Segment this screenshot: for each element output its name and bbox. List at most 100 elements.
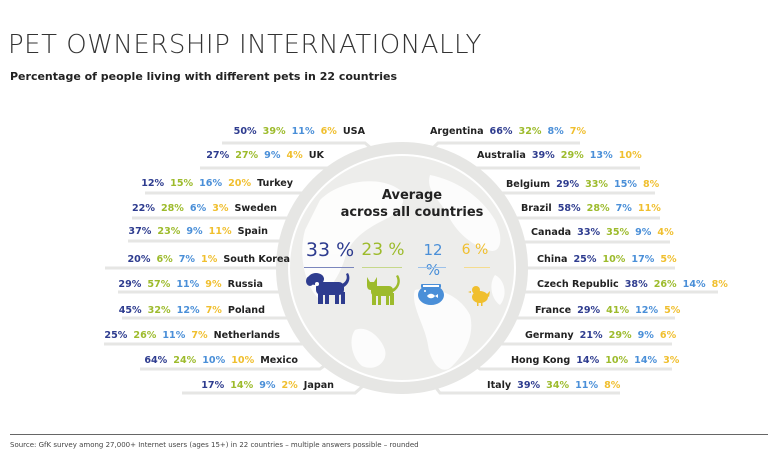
- country-name: Hong Kong: [511, 355, 571, 366]
- country-row-france: France 29% 41% 12% 5%: [535, 304, 686, 318]
- fish-value: 14%: [634, 355, 658, 366]
- country-row-czech-republic: Czech Republic 38% 26% 14% 8%: [537, 278, 734, 292]
- cat-value: 39%: [262, 126, 286, 137]
- fishbowl-icon: [418, 284, 444, 305]
- fish-value: 12%: [635, 305, 659, 316]
- bird-underline: [464, 267, 490, 268]
- country-row-germany: Germany 21% 29% 9% 6%: [525, 329, 682, 343]
- dog-value: 45%: [118, 305, 142, 316]
- dog-value: 25%: [573, 254, 597, 265]
- fish-value: 11%: [291, 126, 315, 137]
- dog-underline: [304, 267, 354, 268]
- cat-value: 28%: [160, 203, 184, 214]
- bird-value: 3%: [663, 355, 680, 366]
- country-name: China: [537, 254, 568, 265]
- fish-value: 7%: [178, 254, 196, 265]
- country-name: France: [535, 305, 572, 316]
- cat-underline: [362, 267, 402, 268]
- country-row-mexico: 64% 24% 10% 10% Mexico: [144, 354, 298, 368]
- fish-value: 14%: [682, 279, 706, 290]
- bird-value: 2%: [281, 380, 298, 391]
- cat-value: 32%: [518, 126, 542, 137]
- bird-value: 20%: [228, 178, 252, 189]
- country-name: Netherlands: [213, 330, 280, 341]
- country-row-australia: Australia 39% 29% 13% 10%: [477, 149, 648, 163]
- country-row-canada: Canada 33% 35% 9% 4%: [531, 226, 680, 240]
- bird-value: 7%: [569, 126, 587, 137]
- bird-value: 4%: [657, 227, 674, 238]
- dog-value: 20%: [127, 254, 151, 265]
- fish-value: 11%: [575, 380, 599, 391]
- fish-value: 8%: [547, 126, 564, 137]
- bird-value: 4%: [286, 150, 303, 161]
- dog-value: 37%: [128, 226, 152, 237]
- bird-value: 1%: [201, 254, 218, 265]
- cat-value: 24%: [173, 355, 197, 366]
- country-row-argentina: Argentina 66% 32% 8% 7%: [430, 125, 592, 139]
- bird-value: 3%: [212, 203, 229, 214]
- cat-value: 29%: [608, 330, 632, 341]
- cat-value: 26%: [133, 330, 157, 341]
- cat-value: 33%: [585, 179, 609, 190]
- fish-value: 13%: [589, 150, 613, 161]
- cat-value: 15%: [170, 178, 194, 189]
- bird-value: 6%: [320, 126, 337, 137]
- bird-value: 10%: [618, 150, 642, 161]
- country-name: Argentina: [430, 126, 484, 137]
- average-title-line1: Average: [381, 188, 443, 203]
- country-name: USA: [342, 126, 365, 137]
- country-row-china: China 25% 10% 17% 5%: [537, 253, 683, 267]
- bird-value: 5%: [664, 305, 681, 316]
- country-name: Czech Republic: [537, 279, 619, 290]
- average-cat-value: 23 %: [361, 240, 405, 260]
- bird-value: 8%: [711, 279, 728, 290]
- fish-value: 11%: [162, 330, 186, 341]
- fish-value: 15%: [614, 179, 637, 190]
- country-name: Sweden: [234, 203, 277, 214]
- cat-value: 14%: [230, 380, 254, 391]
- country-row-turkey: 12% 15% 16% 20% Turkey: [141, 177, 293, 191]
- cat-value: 32%: [147, 305, 171, 316]
- page-subtitle: Percentage of people living with differe…: [10, 70, 398, 83]
- country-name: UK: [308, 150, 324, 161]
- fish-value: 16%: [199, 178, 223, 189]
- bird-value: 11%: [637, 203, 661, 214]
- country-name: Germany: [525, 330, 574, 341]
- dog-value: 25%: [104, 330, 128, 341]
- fish-value: 6%: [189, 203, 207, 214]
- cat-value: 57%: [147, 279, 171, 290]
- average-bird-value: 6 %: [461, 242, 489, 258]
- dog-value: 39%: [517, 380, 541, 391]
- country-row-usa: 50% 39% 11% 6% USA: [234, 125, 365, 139]
- country-row-sweden: 22% 28% 6% 3% Sweden: [132, 202, 277, 216]
- cat-icon: [367, 275, 400, 305]
- dog-value: 17%: [201, 380, 225, 391]
- cat-value: 26%: [653, 279, 677, 290]
- fish-value: 12%: [176, 305, 200, 316]
- fish-underline: [418, 267, 446, 268]
- bird-value: 8%: [643, 179, 660, 190]
- country-name: Canada: [531, 227, 572, 238]
- bird-value: 8%: [604, 380, 621, 391]
- country-name: Mexico: [260, 355, 298, 366]
- country-row-brazil: Brazil 58% 28% 7% 11%: [521, 202, 667, 216]
- country-row-poland: 45% 32% 12% 7% Poland: [119, 304, 265, 318]
- country-row-uk: 27% 27% 9% 4% UK: [206, 149, 324, 163]
- country-name: Australia: [477, 150, 526, 161]
- country-row-south-korea: 20% 6% 7% 1% South Korea: [127, 253, 290, 267]
- dog-value: 12%: [141, 178, 165, 189]
- cat-value: 28%: [586, 203, 610, 214]
- country-row-italy: Italy 39% 34% 11% 8%: [487, 379, 626, 393]
- country-name: Italy: [487, 380, 512, 391]
- bird-value: 9%: [205, 279, 222, 290]
- average-title-line2: across all countries: [340, 205, 484, 220]
- dog-value: 39%: [531, 150, 555, 161]
- country-name: Japan: [303, 380, 334, 391]
- dog-value: 38%: [624, 279, 648, 290]
- cat-value: 27%: [235, 150, 259, 161]
- cat-value: 34%: [546, 380, 570, 391]
- average-heading: Average across all countries: [330, 187, 494, 221]
- country-name: South Korea: [223, 254, 290, 265]
- bird-value: 5%: [660, 254, 677, 265]
